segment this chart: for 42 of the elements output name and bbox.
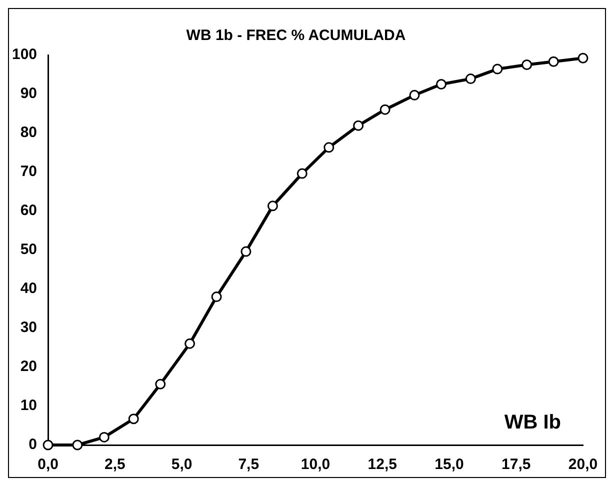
annotation: WB Ib	[504, 412, 561, 434]
point	[98, 432, 110, 442]
point	[155, 378, 166, 390]
y-tick-label: 10	[20, 397, 38, 414]
y-tick-label: 70	[20, 163, 38, 180]
y-tick-label: 30	[20, 319, 38, 336]
y-tick-label: 100	[12, 46, 38, 64]
x-tick-label: 2,5	[104, 456, 126, 474]
y-tick-label: 80	[20, 124, 38, 142]
point	[184, 338, 196, 349]
point	[548, 56, 559, 67]
point	[492, 64, 503, 74]
point	[296, 168, 308, 179]
x-tick-label: 10,0	[300, 456, 330, 474]
point	[436, 79, 446, 90]
chart-title: WB 1b - FREC % ACUMULADA	[186, 27, 406, 44]
y-tick-label: 40	[20, 280, 38, 298]
x-tick-label: 17,5	[502, 456, 531, 474]
point	[578, 52, 588, 64]
point	[240, 246, 252, 257]
point	[128, 414, 139, 424]
point	[522, 60, 532, 70]
y-tick-label: 60	[20, 202, 38, 220]
x-tick-label: 20,0	[568, 456, 598, 474]
point	[353, 120, 364, 131]
point	[465, 74, 476, 84]
x-tick-label: 5,0	[171, 456, 192, 474]
point	[42, 440, 54, 450]
point	[324, 142, 334, 153]
point	[380, 104, 390, 115]
y-tick-label: 0	[28, 436, 38, 454]
point	[409, 90, 420, 100]
point	[72, 440, 83, 450]
y-tick-label: 20	[20, 358, 38, 376]
y-tick-label: 50	[20, 241, 38, 258]
point	[211, 292, 222, 302]
point	[267, 200, 278, 212]
x-tick-label: 12,5	[368, 456, 397, 474]
x-tick-label: 15,0	[434, 456, 464, 474]
x-tick-label: 7,5	[238, 456, 260, 474]
x-tick-label: 0,0	[38, 456, 58, 474]
y-tick-label: 90	[20, 85, 38, 102]
